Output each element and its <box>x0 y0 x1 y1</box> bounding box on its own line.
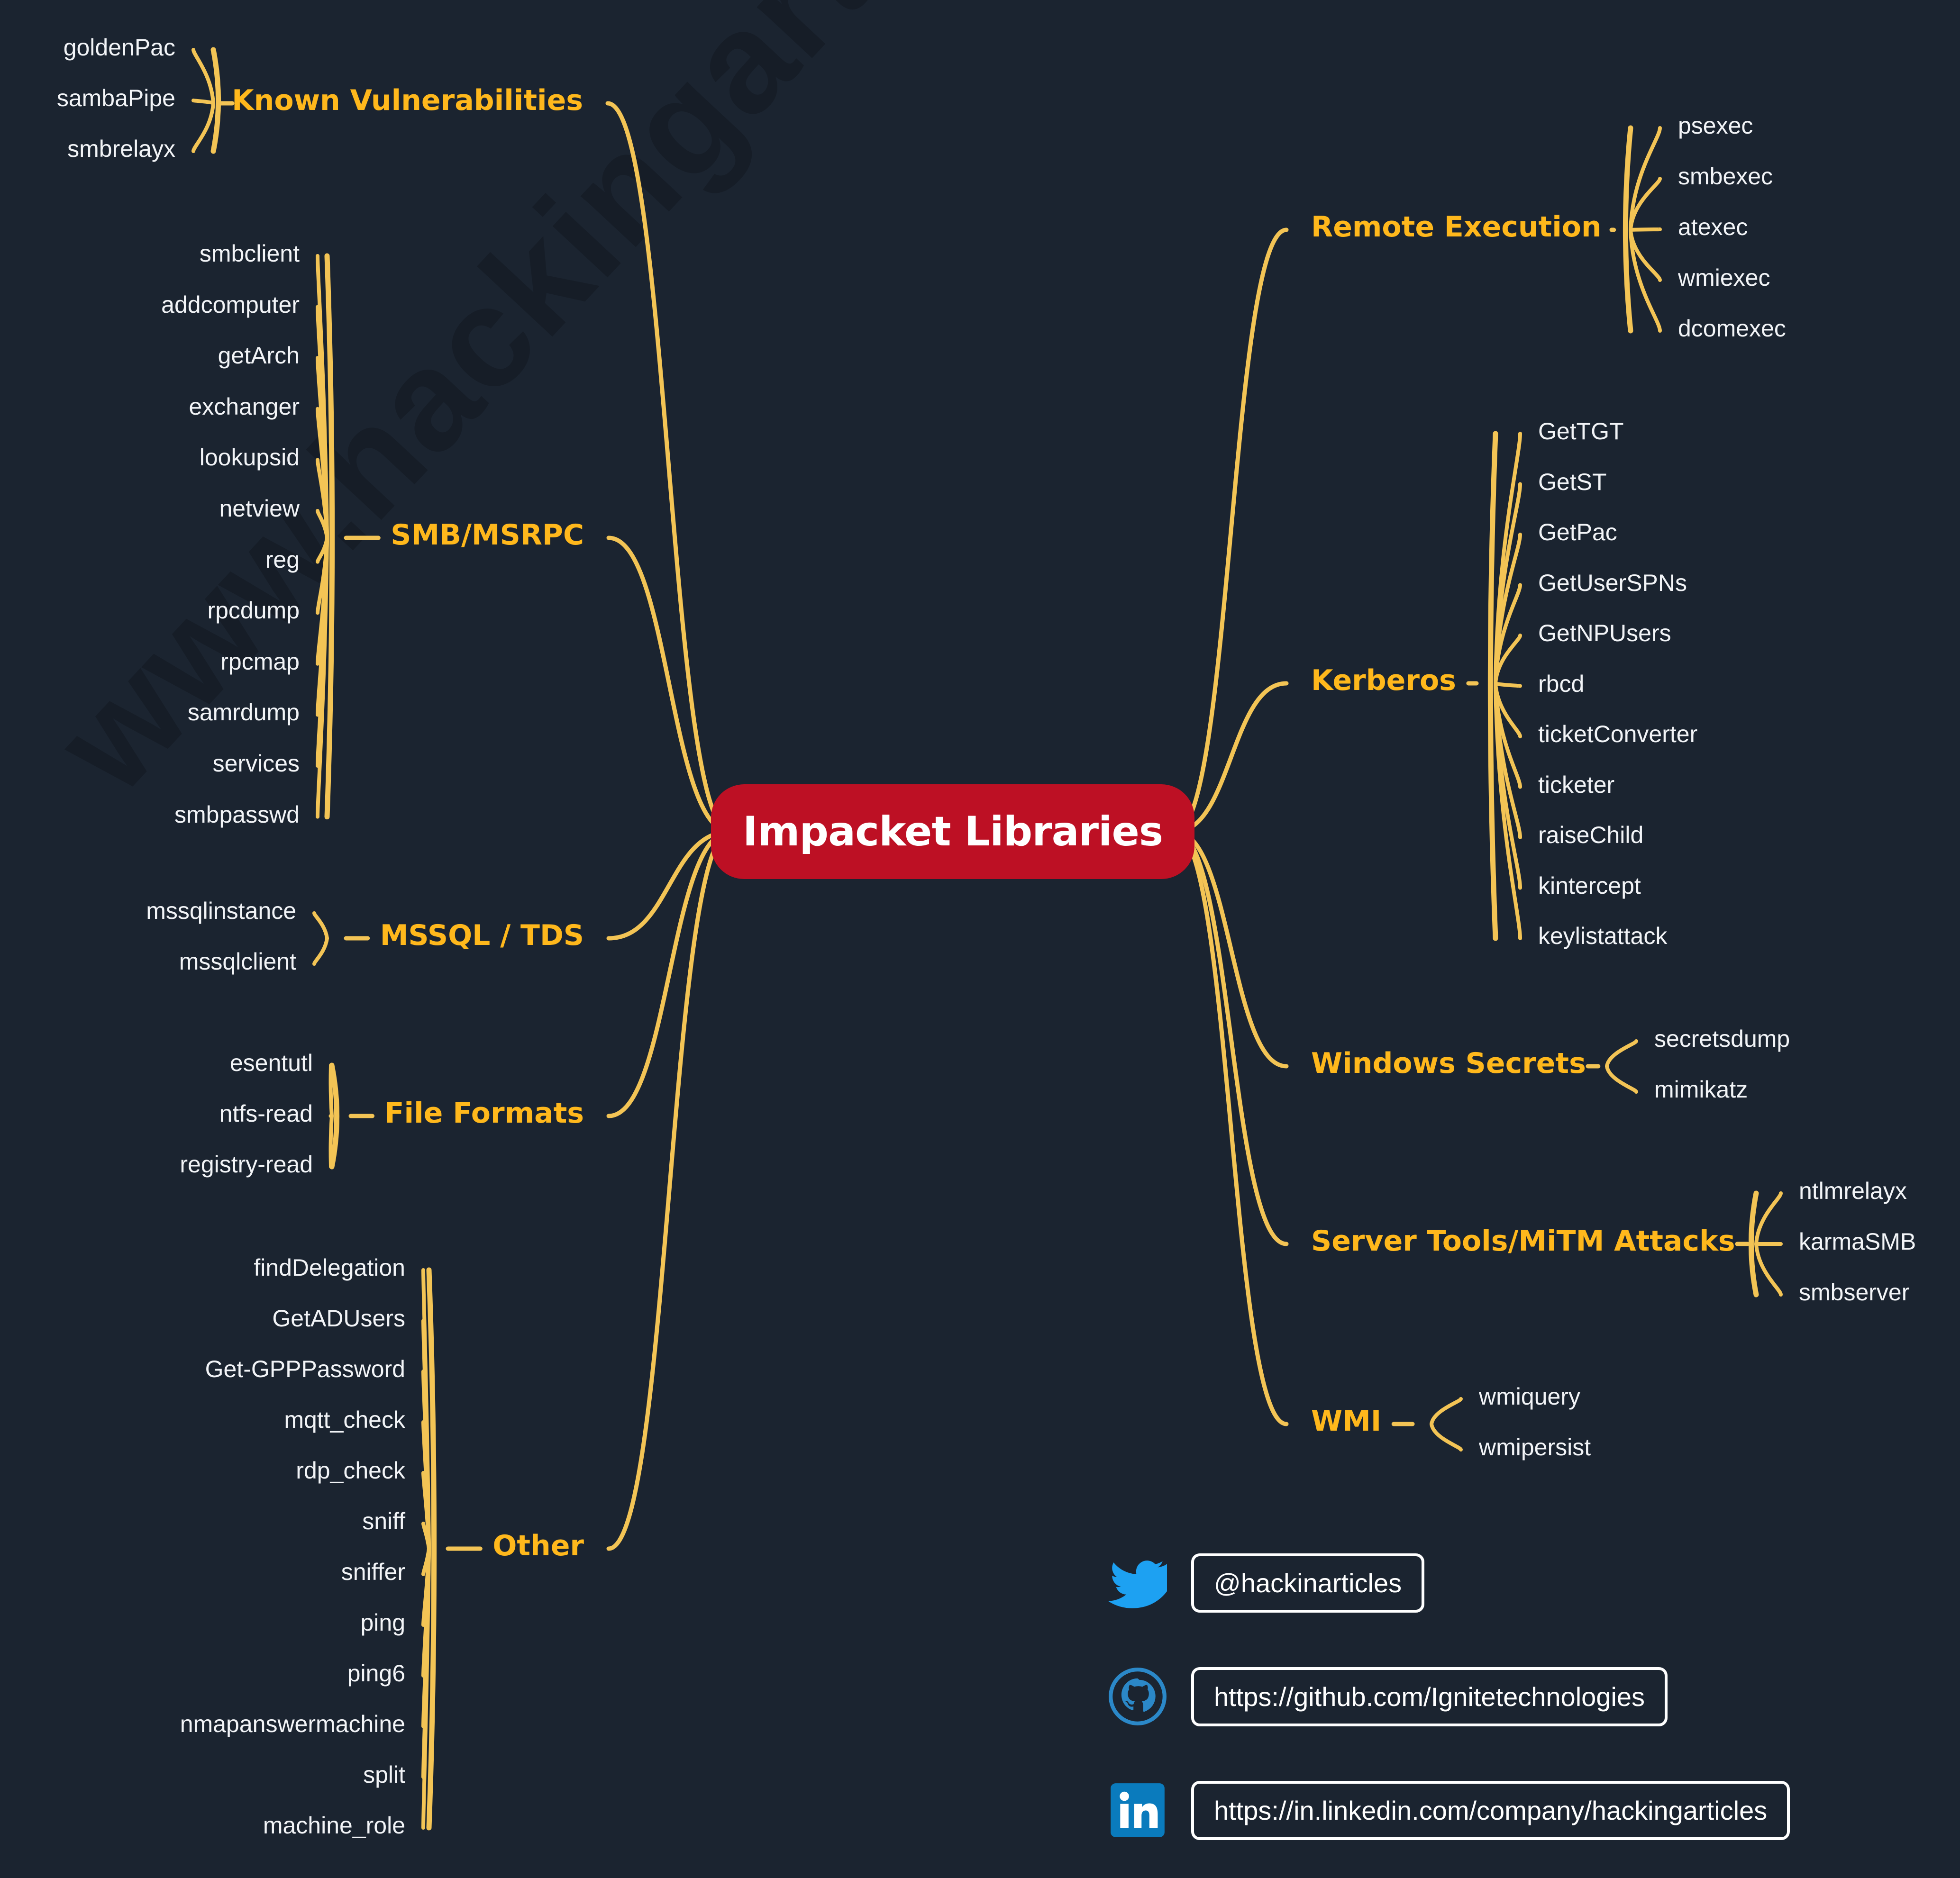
leaf-atexec[interactable]: atexec <box>1678 214 1748 240</box>
social-link[interactable]: https://in.linkedin.com/company/hackinga… <box>1191 1780 1790 1840</box>
branch-label-windows-secrets[interactable]: Windows Secrets <box>1311 1047 1586 1080</box>
social-row: @hackinarticles <box>1107 1552 1425 1614</box>
leaf-ping6[interactable]: ping6 <box>347 1660 405 1687</box>
branch-label-wmi[interactable]: WMI <box>1311 1405 1382 1438</box>
leaf-wmiexec[interactable]: wmiexec <box>1678 264 1770 291</box>
leaf-mssqlinstance[interactable]: mssqlinstance <box>146 898 296 924</box>
branch-label-smb-msrpc[interactable]: SMB/MSRPC <box>391 518 584 552</box>
leaf-mqtt-check[interactable]: mqtt_check <box>284 1406 405 1433</box>
leaf-nmapanswermachine[interactable]: nmapanswermachine <box>180 1711 405 1737</box>
leaf-getpac[interactable]: GetPac <box>1538 519 1617 545</box>
branch-label-kerberos[interactable]: Kerberos <box>1311 664 1456 697</box>
watermark: www.hackingarticles.in <box>25 0 1240 821</box>
leaf-gettgt[interactable]: GetTGT <box>1538 418 1624 445</box>
leaf-rbcd[interactable]: rbcd <box>1538 670 1585 697</box>
leaf-reg[interactable]: reg <box>265 546 300 573</box>
leaf-smbrelayx[interactable]: smbrelayx <box>67 136 175 162</box>
leaf-wmipersist[interactable]: wmipersist <box>1479 1434 1591 1461</box>
branch-label-remote-execution[interactable]: Remote Execution <box>1311 210 1602 244</box>
leaf-sniffer[interactable]: sniffer <box>341 1559 405 1585</box>
github-icon <box>1107 1666 1168 1727</box>
branch-label-server-tools-mitm-attacks[interactable]: Server Tools/MiTM Attacks <box>1311 1225 1735 1258</box>
leaf-kintercept[interactable]: kintercept <box>1538 872 1641 899</box>
leaf-getst[interactable]: GetST <box>1538 468 1607 495</box>
leaf-ping[interactable]: ping <box>360 1609 405 1636</box>
social-row: https://github.com/Ignitetechnologies <box>1107 1666 1668 1727</box>
leaf-smbclient[interactable]: smbclient <box>199 240 300 267</box>
leaf-getuserspns[interactable]: GetUserSPNs <box>1538 569 1687 596</box>
leaf-mssqlclient[interactable]: mssqlclient <box>179 948 296 975</box>
leaf-dcomexec[interactable]: dcomexec <box>1678 315 1786 342</box>
leaf-getadusers[interactable]: GetADUsers <box>272 1305 405 1332</box>
social-link[interactable]: https://github.com/Ignitetechnologies <box>1191 1667 1668 1726</box>
leaf-secretsdump[interactable]: secretsdump <box>1654 1025 1790 1052</box>
leaf-smbserver[interactable]: smbserver <box>1799 1279 1910 1306</box>
leaf-goldenpac[interactable]: goldenPac <box>63 34 175 61</box>
leaf-split[interactable]: split <box>363 1761 405 1788</box>
branch-label-known-vulnerabilities[interactable]: Known Vulnerabilities <box>232 84 583 117</box>
leaf-ticketconverter[interactable]: ticketConverter <box>1538 721 1698 747</box>
social-row: https://in.linkedin.com/company/hackinga… <box>1107 1779 1790 1841</box>
branch-label-mssql-tds[interactable]: MSSQL / TDS <box>380 919 584 952</box>
leaf-smbpasswd[interactable]: smbpasswd <box>174 801 300 828</box>
leaf-exchanger[interactable]: exchanger <box>189 393 300 420</box>
branch-label-other[interactable]: Other <box>492 1529 584 1562</box>
leaf-keylistattack[interactable]: keylistattack <box>1538 923 1668 949</box>
leaf-wmiquery[interactable]: wmiquery <box>1479 1383 1580 1410</box>
leaf-rpcdump[interactable]: rpcdump <box>207 597 300 624</box>
twitter-icon <box>1107 1552 1168 1614</box>
leaf-rpcmap[interactable]: rpcmap <box>220 648 300 675</box>
leaf-lookupsid[interactable]: lookupsid <box>199 444 300 471</box>
leaf-rdp-check[interactable]: rdp_check <box>296 1457 405 1484</box>
leaf-finddelegation[interactable]: findDelegation <box>254 1254 405 1281</box>
leaf-psexec[interactable]: psexec <box>1678 112 1753 139</box>
leaf-netview[interactable]: netview <box>219 495 300 522</box>
leaf-getnpusers[interactable]: GetNPUsers <box>1538 620 1671 646</box>
leaf-mimikatz[interactable]: mimikatz <box>1654 1076 1748 1103</box>
leaf-getarch[interactable]: getArch <box>218 342 300 369</box>
leaf-services[interactable]: services <box>212 750 300 777</box>
leaf-karmasmb[interactable]: karmaSMB <box>1799 1228 1916 1255</box>
social-link[interactable]: @hackinarticles <box>1191 1553 1425 1613</box>
leaf-registry-read[interactable]: registry-read <box>180 1151 313 1178</box>
leaf-addcomputer[interactable]: addcomputer <box>161 291 300 318</box>
leaf-ntfs-read[interactable]: ntfs-read <box>219 1100 313 1127</box>
root-node-label: Impacket Libraries <box>742 808 1163 855</box>
leaf-ticketer[interactable]: ticketer <box>1538 771 1615 798</box>
linkedin-icon <box>1107 1779 1168 1841</box>
leaf-machine-role[interactable]: machine_role <box>263 1812 405 1839</box>
leaf-sniff[interactable]: sniff <box>362 1508 405 1534</box>
leaf-sambapipe[interactable]: sambaPipe <box>56 85 175 111</box>
root-node[interactable]: Impacket Libraries <box>711 784 1194 879</box>
leaf-smbexec[interactable]: smbexec <box>1678 163 1773 190</box>
branch-label-file-formats[interactable]: File Formats <box>384 1097 584 1130</box>
leaf-samrdump[interactable]: samrdump <box>187 699 300 726</box>
leaf-raisechild[interactable]: raiseChild <box>1538 822 1644 848</box>
leaf-esentutl[interactable]: esentutl <box>229 1050 313 1076</box>
leaf-ntlmrelayx[interactable]: ntlmrelayx <box>1799 1178 1907 1204</box>
leaf-get-gpppassword[interactable]: Get-GPPPassword <box>205 1356 405 1382</box>
